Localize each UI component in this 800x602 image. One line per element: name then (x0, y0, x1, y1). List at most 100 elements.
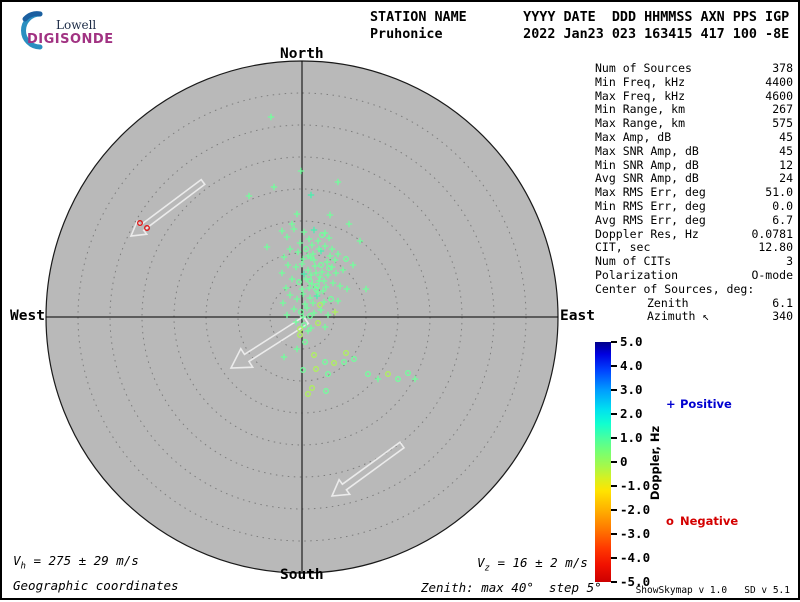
source-point (325, 371, 331, 377)
source-point (331, 256, 339, 264)
source-point (411, 375, 419, 383)
source-point (286, 291, 294, 299)
source-point (323, 388, 329, 394)
source-point (319, 232, 325, 238)
source-point (356, 237, 364, 245)
source-point (290, 305, 298, 313)
logo-text-lowell: Lowell (56, 18, 97, 32)
compass-label-north: North (280, 46, 324, 62)
vertical-velocity-readout: Vz = 16 ± 2 m/s (477, 555, 588, 574)
source-point (282, 284, 290, 292)
source-point (336, 282, 344, 290)
stat-row: Max RMS Err, deg 51.0 (595, 185, 793, 200)
source-point (334, 178, 342, 186)
source-point (320, 277, 328, 285)
source-point (283, 311, 291, 319)
source-point (312, 269, 320, 277)
source-point (319, 287, 327, 295)
source-point (302, 339, 308, 345)
stat-row: Polarization O-mode (595, 267, 793, 282)
source-point (278, 227, 286, 235)
source-point (320, 298, 328, 306)
source-point (328, 296, 334, 302)
source-point (298, 260, 306, 268)
stat-row: Min Range, km 267 (595, 102, 793, 117)
stat-row: Avg RMS Err, deg 6.7 (595, 212, 793, 227)
station-header-columns: STATION NAME YYYY DATE DDD HHMMSS AXN PP… (370, 10, 790, 25)
stat-row: Zenith 6.1 (647, 295, 793, 310)
source-point (328, 263, 336, 271)
source-point (331, 308, 339, 316)
source-point (304, 266, 312, 274)
source-point (245, 192, 253, 200)
source-point (280, 353, 288, 361)
source-point (270, 183, 278, 191)
source-point (318, 268, 326, 276)
software-version: ShowSkymap v 1.0 SD v 5.1 (635, 585, 790, 596)
lowell-crescent-icon (21, 11, 43, 50)
source-point (299, 290, 307, 298)
source-point (317, 306, 325, 314)
source-point (329, 279, 337, 287)
source-point (296, 279, 302, 285)
source-point (374, 375, 382, 383)
stat-row: Num of CITs 3 (595, 254, 793, 269)
source-point (300, 367, 306, 373)
drift-direction-arrow (330, 441, 406, 497)
source-point (316, 273, 324, 281)
source-point (309, 385, 315, 391)
source-point (283, 233, 291, 241)
source-point (288, 275, 296, 283)
source-point (309, 250, 317, 258)
source-point (137, 220, 143, 226)
stat-row: Avg SNR Amp, dB 24 (595, 171, 793, 186)
stat-row: Center of Sources, deg: (595, 281, 755, 296)
source-point (334, 250, 342, 258)
source-point (343, 350, 349, 356)
source-point (298, 285, 306, 293)
source-point (315, 320, 321, 326)
source-point (309, 299, 317, 307)
source-point (299, 255, 307, 263)
source-point (306, 294, 314, 302)
source-point (299, 313, 307, 321)
source-point (326, 265, 332, 271)
source-point (263, 243, 271, 251)
source-point (300, 228, 308, 236)
source-point (313, 286, 319, 292)
source-point (313, 292, 321, 300)
stat-row: Min SNR Amp, dB 12 (595, 157, 793, 172)
measurement-stats-panel: Num of Sources 378 Min Freq, kHz 4400 Max Fr… (595, 61, 793, 324)
circle-symbol-icon: o (666, 514, 674, 528)
source-point (307, 191, 315, 199)
source-point (305, 284, 313, 292)
source-point (365, 371, 371, 377)
source-point (303, 304, 311, 312)
source-point (322, 283, 330, 291)
compass-label-east: East (560, 308, 595, 324)
source-point (313, 366, 319, 372)
source-point (296, 239, 304, 247)
source-point (298, 309, 304, 315)
source-point (345, 220, 353, 228)
stat-row: Num of Sources 378 (595, 61, 793, 75)
source-point (310, 226, 318, 234)
source-point (311, 352, 317, 358)
source-point (301, 322, 307, 328)
source-point (293, 295, 301, 303)
source-point (323, 258, 331, 266)
source-point (349, 261, 357, 269)
source-point (395, 376, 401, 382)
source-point (286, 245, 294, 253)
plus-symbol-icon: + (666, 397, 676, 411)
source-point (144, 225, 150, 231)
source-point (300, 270, 308, 278)
source-point (311, 262, 319, 270)
doppler-colorbar (595, 342, 611, 582)
source-point (279, 299, 287, 307)
source-point (405, 370, 411, 376)
source-point (332, 269, 340, 277)
source-point (304, 327, 312, 335)
source-point (315, 245, 323, 253)
